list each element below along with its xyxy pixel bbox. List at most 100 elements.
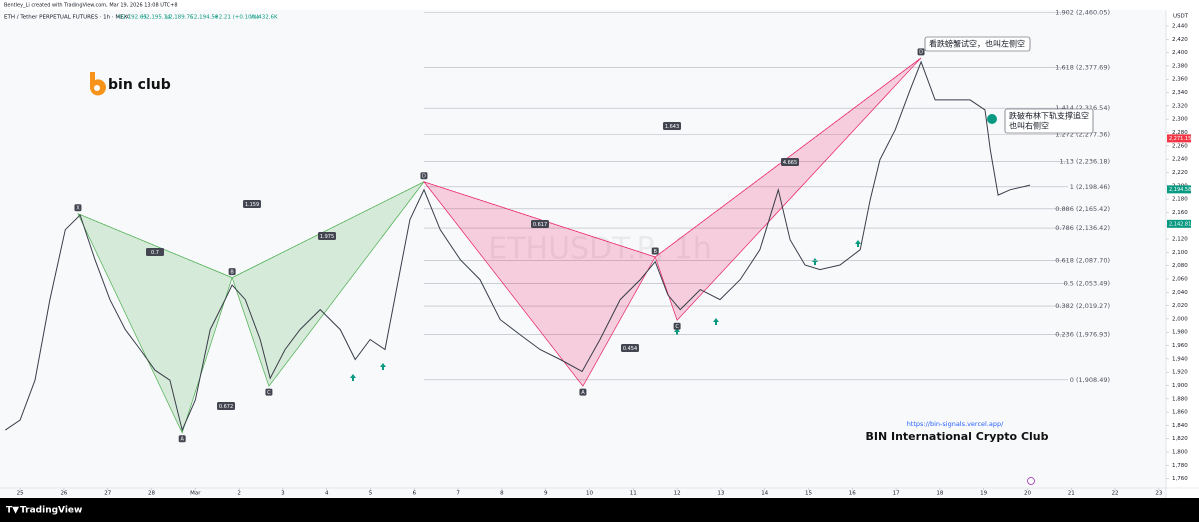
x-tick-label: 14 [761,491,768,497]
y-tick-label: 2,280 [1172,130,1188,136]
arrow-up [674,328,680,335]
fib-label: 0.236 (1,976.93) [1055,330,1110,338]
x-tick-label: 13 [717,491,724,497]
pattern-point-box [420,172,428,180]
y-tick-label: 1,780 [1172,463,1188,469]
x-tick-label: 18 [936,491,943,497]
y-tick-label: 1,760 [1172,476,1188,482]
pattern-triangle [77,213,233,434]
pattern-leg [423,57,922,258]
x-tick-label: 15 [805,491,812,497]
ohlc-value: C2,194.58 [190,15,219,21]
x-tick-label: 17 [893,491,900,497]
logo-icon-hole [94,85,100,91]
x-tick-label: 27 [104,491,111,497]
ohlc-value: O2,192.65 [118,15,147,21]
x-tick-label: 9 [544,491,548,497]
annotation-text: 跌破布林下轨支撑追空 [1009,111,1089,121]
pattern-point-label: C [675,324,679,330]
ratio-box [243,200,261,208]
volume: Vol432.6K [250,15,278,21]
fib-label: 1.13 (2,236.18) [1059,158,1110,166]
x-tick-label: 11 [630,491,637,497]
y-tick-label: 2,320 [1172,103,1188,109]
y-tick-label: 1,820 [1172,436,1188,442]
ratio-label: 0.617 [533,222,547,228]
x-tick-label: 2 [237,491,241,497]
fib-label: 1.414 (2,316.54) [1055,104,1110,112]
url[interactable]: https://bin-signals.vercel.app/ [907,420,1004,428]
x-tick-label: 25 [17,491,24,497]
y-tick-label: 2,400 [1172,50,1188,56]
pattern-point-box [579,388,587,396]
arrow-up [350,374,356,381]
y-tick-label: 2,100 [1172,250,1188,256]
fib-label: 1.272 (2,277.36) [1055,130,1110,138]
y-tick-label: 2,360 [1172,77,1188,83]
pattern-point-label: C [267,390,271,396]
y-tick-label: 2,420 [1172,37,1188,43]
x-tick-label: 16 [849,491,856,497]
fib-label: 1.618 (2,377.69) [1055,63,1110,71]
symbol: ETH / Tether PERPETUAL FUTURES · 1h · ME… [4,15,131,21]
arrow-up [812,258,818,265]
pattern-point-box [917,48,925,56]
annotation-icon [987,114,997,124]
ratio-label: 0.7 [151,250,159,256]
logo: bin club [89,72,171,96]
y-tick-label: 1,960 [1172,343,1188,349]
fib-label: 0.5 (2,053.49) [1064,279,1110,287]
fib-label: 0.618 (2,087.70) [1055,257,1110,265]
footer-logo: T▼ [6,506,19,516]
y-tick-label: 1,840 [1172,423,1188,429]
ratio-label: 4.665 [783,160,797,166]
pattern-point-label: A [581,390,585,396]
x-tick-label: 20 [1024,491,1031,497]
x-tick-label: 7 [456,491,460,497]
ratio-box [318,232,336,240]
pattern-point-label: B [230,269,234,275]
y-tick-label: 2,080 [1172,263,1188,269]
ratio-label: 1.975 [320,234,334,240]
x-tick-label: 10 [586,491,593,497]
x-tick-label: 28 [148,491,155,497]
y-tick-label: 2,060 [1172,276,1188,282]
y-tick-label: 2,180 [1172,197,1188,203]
y-tick-label: 1,800 [1172,450,1188,456]
x-tick-label: 5 [369,491,373,497]
ratio-label: 0.672 [219,404,233,410]
y-tick-label: 2,440 [1172,23,1188,29]
annotation-box [1004,108,1094,134]
pattern-triangle [231,181,425,387]
pattern-point-box [673,322,681,330]
arrows [350,240,861,381]
club-name: BIN International Crypto Club [865,430,1048,443]
y-tick-label: 1,940 [1172,356,1188,362]
x-tick-label: 4 [325,491,329,497]
fib-label: 1.902 (2,460.05) [1055,9,1110,17]
price-line [5,60,1031,432]
annotation-box [924,36,1031,52]
axis-unit: USDT [1173,14,1189,20]
pattern-point-box [74,204,82,212]
author: Bentley_Li created with TradingView.com,… [4,3,178,9]
pattern-point-box [265,388,273,396]
ratio-label: 0.454 [623,346,637,352]
ratio-box [663,122,681,130]
x-tick-label: 6 [413,491,417,497]
fib-label: 0.382 (2,019.27) [1055,302,1110,310]
annotation-text: 看跌螃蟹试空，也叫左侧空 [929,39,1025,49]
pattern-point-box [178,435,186,443]
pattern-point-label: B [653,249,657,255]
y-tick-label: 2,340 [1172,90,1188,96]
ratio-box [531,220,549,228]
price-tag [1167,185,1191,194]
x-tick-label: 3 [281,491,285,497]
x-tick-label: 19 [980,491,987,497]
arrow-up [855,240,861,247]
ohlc-value: +2.21 (+0.10%) [214,15,259,21]
arrow-up [380,363,386,370]
pattern-point-label: D [919,50,923,56]
